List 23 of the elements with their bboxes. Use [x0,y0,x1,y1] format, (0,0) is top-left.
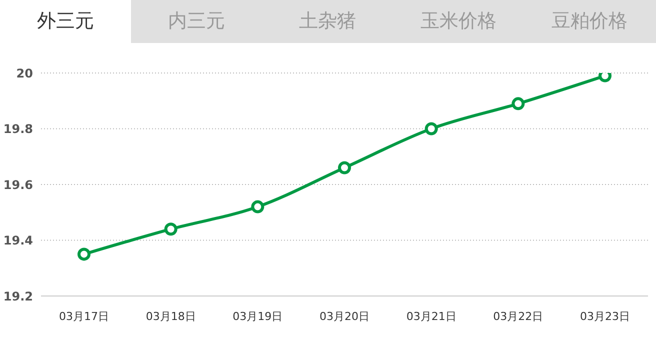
point [164,222,178,236]
text: 豆粕价格 [550,9,628,34]
y-tick-label: 19.8 [3,122,33,136]
x-tick-label: 03月19日 [232,310,283,323]
y-tick-label: 20 [16,66,33,80]
x-tick-label: 03月20日 [320,310,370,323]
y-tick-label: 19.6 [3,178,33,192]
point [338,161,351,174]
x-tick-label: 03月18日 [146,310,196,323]
chart-title: 外三元 [0,0,131,43]
text: 玉米价格 [420,9,498,34]
point [512,97,525,110]
text: 土杂猪 [298,9,357,34]
x-tick-label: 03月23日 [580,310,630,323]
x-tick-label: 03月17日 [59,310,109,323]
y-tick-label: 19.2 [3,289,33,304]
y-tick-label: 19.4 [3,234,33,248]
point [251,200,264,214]
text: 内三元 [167,9,226,34]
x-tick-label: 03月22日 [493,310,544,323]
point [78,248,90,261]
point [424,122,438,136]
x-tick-label: 03月21日 [406,310,456,323]
